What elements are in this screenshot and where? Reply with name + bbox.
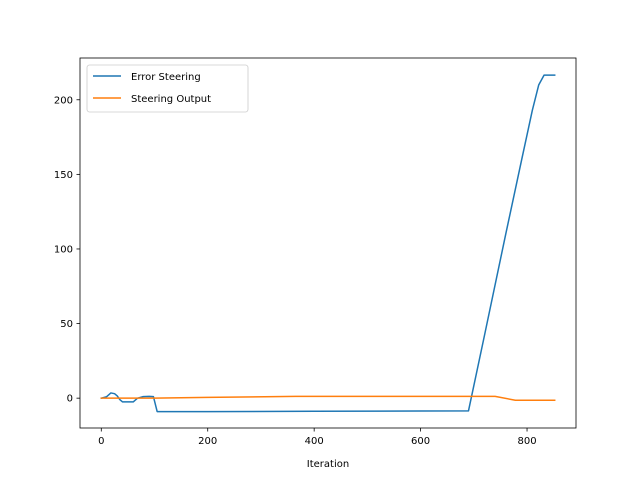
y-tick-label: 100 bbox=[54, 244, 73, 255]
x-axis-label: Iteration bbox=[307, 459, 349, 470]
legend-label-1: Error Steering bbox=[131, 72, 201, 83]
axes-frame bbox=[79, 57, 577, 429]
legend-label-2: Steering Output bbox=[131, 94, 211, 105]
series-line-1 bbox=[100, 74, 556, 413]
y-tick-label: 150 bbox=[54, 170, 73, 181]
legend: Error Steering Steering Output bbox=[86, 64, 249, 113]
x-tick-label: 200 bbox=[198, 436, 217, 447]
x-tick-label: 400 bbox=[305, 436, 324, 447]
axes-border bbox=[79, 57, 577, 429]
y-tick-label: 50 bbox=[60, 319, 73, 330]
legend-box bbox=[86, 64, 249, 113]
plot-lines bbox=[100, 74, 556, 413]
x-axis-ticks: 0 200 400 600 800 bbox=[98, 428, 537, 447]
x-tick-label: 600 bbox=[411, 436, 430, 447]
x-tick-label: 800 bbox=[517, 436, 536, 447]
y-axis-ticks: 0 50 100 150 200 bbox=[54, 95, 80, 405]
x-tick-label: 0 bbox=[98, 436, 104, 447]
series-line-2 bbox=[100, 395, 556, 401]
y-tick-label: 0 bbox=[67, 394, 73, 405]
y-tick-label: 200 bbox=[54, 95, 73, 106]
